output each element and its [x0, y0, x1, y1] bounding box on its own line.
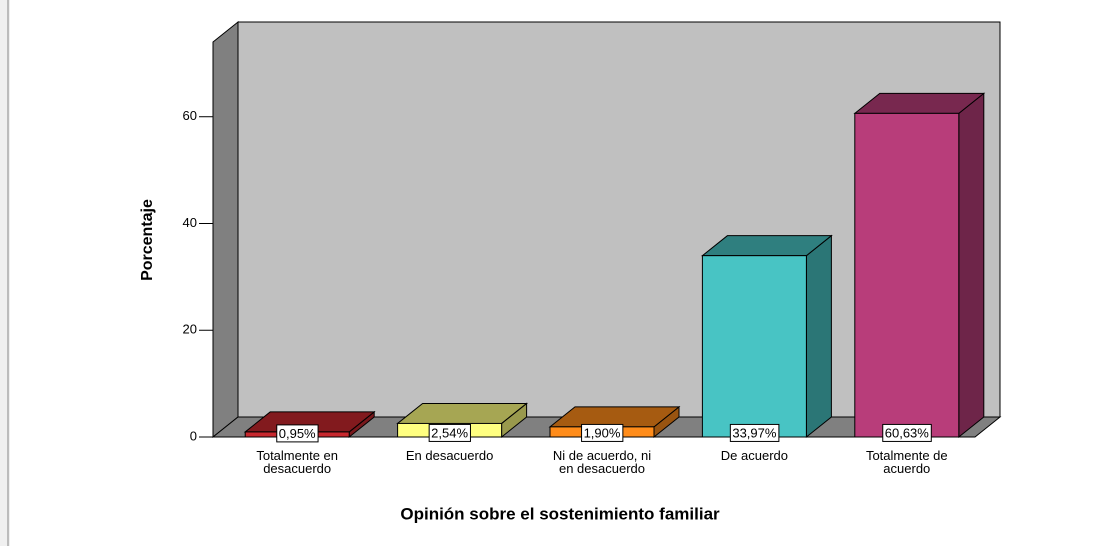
bar: [854, 112, 960, 438]
x-axis-title: Opinión sobre el sostenimiento familiar: [400, 504, 720, 523]
value-label: 2,54%: [431, 425, 468, 440]
x-tick-label: Totalmente de acuerdo: [865, 448, 948, 476]
bar-side: [805, 234, 832, 439]
x-tick-label: Totalmente en desacuerdo: [256, 448, 339, 476]
y-tick-label: 40: [183, 215, 197, 230]
y-tick-label: 20: [183, 322, 197, 337]
x-tick-label: En desacuerdo: [405, 448, 494, 463]
value-label-box: [729, 423, 780, 442]
y-tick-label: 0: [190, 428, 197, 443]
value-label: 33,97%: [732, 425, 777, 440]
value-label-box: [882, 423, 932, 442]
value-label-box: [581, 423, 624, 442]
x-tick-label: Ni de acuerdo, ni en desacuerdo: [552, 448, 652, 476]
value-label: 1,90%: [584, 425, 621, 440]
bar: [701, 255, 807, 438]
bar-side: [958, 92, 985, 439]
x-tick-label: De acuerdo: [720, 448, 788, 463]
value-label: 0,95%: [279, 426, 316, 441]
value-label: 60,63%: [885, 425, 930, 440]
side-wall: [212, 20, 239, 439]
value-label-box: [428, 423, 471, 442]
y-tick-label: 60: [183, 108, 197, 123]
y-axis-title: Porcentaje: [139, 199, 156, 281]
value-label-box: [276, 424, 319, 443]
